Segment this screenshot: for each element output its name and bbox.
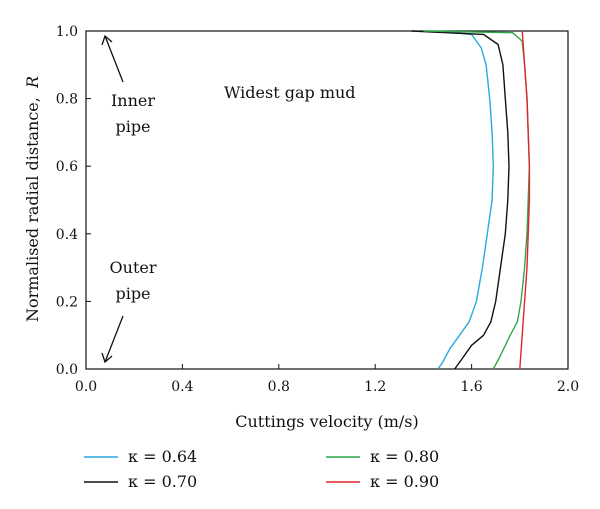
legend: κ = 0.64 κ = 0.70 κ = 0.80 κ = 0.90: [84, 447, 439, 491]
x-axis-title: Cuttings velocity (m/s): [235, 412, 419, 431]
y-tick-label: 1.0: [56, 24, 78, 40]
series-group: [411, 30, 531, 370]
x-tick-label: 1.6: [460, 379, 482, 395]
legend-label-1: κ = 0.64: [128, 447, 197, 466]
annotation-outer-line2: pipe: [115, 284, 150, 303]
y-axis-title-symbol: R: [23, 76, 42, 89]
y-axis-title-text: Normalised radial distance,: [23, 97, 42, 322]
legend-label-2: κ = 0.70: [128, 472, 197, 491]
annotation-outer-line1: Outer: [110, 258, 157, 277]
annotation-mud: Widest gap mud: [224, 83, 356, 102]
inner-arrow-line: [104, 35, 124, 83]
y-tick-label: 0.6: [56, 159, 78, 175]
legend-label-4: κ = 0.90: [370, 472, 439, 491]
y-tick-label: 0.8: [56, 92, 78, 108]
x-tick-label: 1.2: [364, 379, 386, 395]
y-tick-label: 0.4: [56, 227, 78, 243]
annotation-inner-line2: pipe: [115, 117, 150, 136]
series-line-1: [435, 30, 494, 370]
plot-frame-group: [85, 30, 569, 370]
series-line-3: [423, 30, 531, 370]
legend-label-3: κ = 0.80: [370, 447, 439, 466]
x-tick-label: 0.0: [75, 379, 97, 395]
ticks-group: 0.0 0.4 0.8 1.2 1.6 2.0 0.0 0.2 0.4 0.6 0.8 1.0: [56, 24, 579, 395]
series-line-2: [411, 30, 510, 370]
x-tick-label: 2.0: [557, 379, 579, 395]
y-tick-label: 0.2: [56, 294, 78, 310]
annotation-inner-line1: Inner: [111, 91, 155, 110]
outer-arrow-head: [101, 352, 113, 364]
x-tick-label: 0.4: [171, 379, 193, 395]
series-line-4: [519, 30, 531, 370]
plot-area-frame: [85, 30, 569, 370]
outer-arrow-line: [104, 315, 124, 363]
y-axis-title: Normalised radial distance, R: [23, 76, 42, 322]
annotation-arrows: [101, 34, 124, 364]
inner-arrow-head: [101, 34, 113, 46]
y-tick-label: 0.0: [56, 362, 78, 378]
x-tick-label: 0.8: [268, 379, 290, 395]
